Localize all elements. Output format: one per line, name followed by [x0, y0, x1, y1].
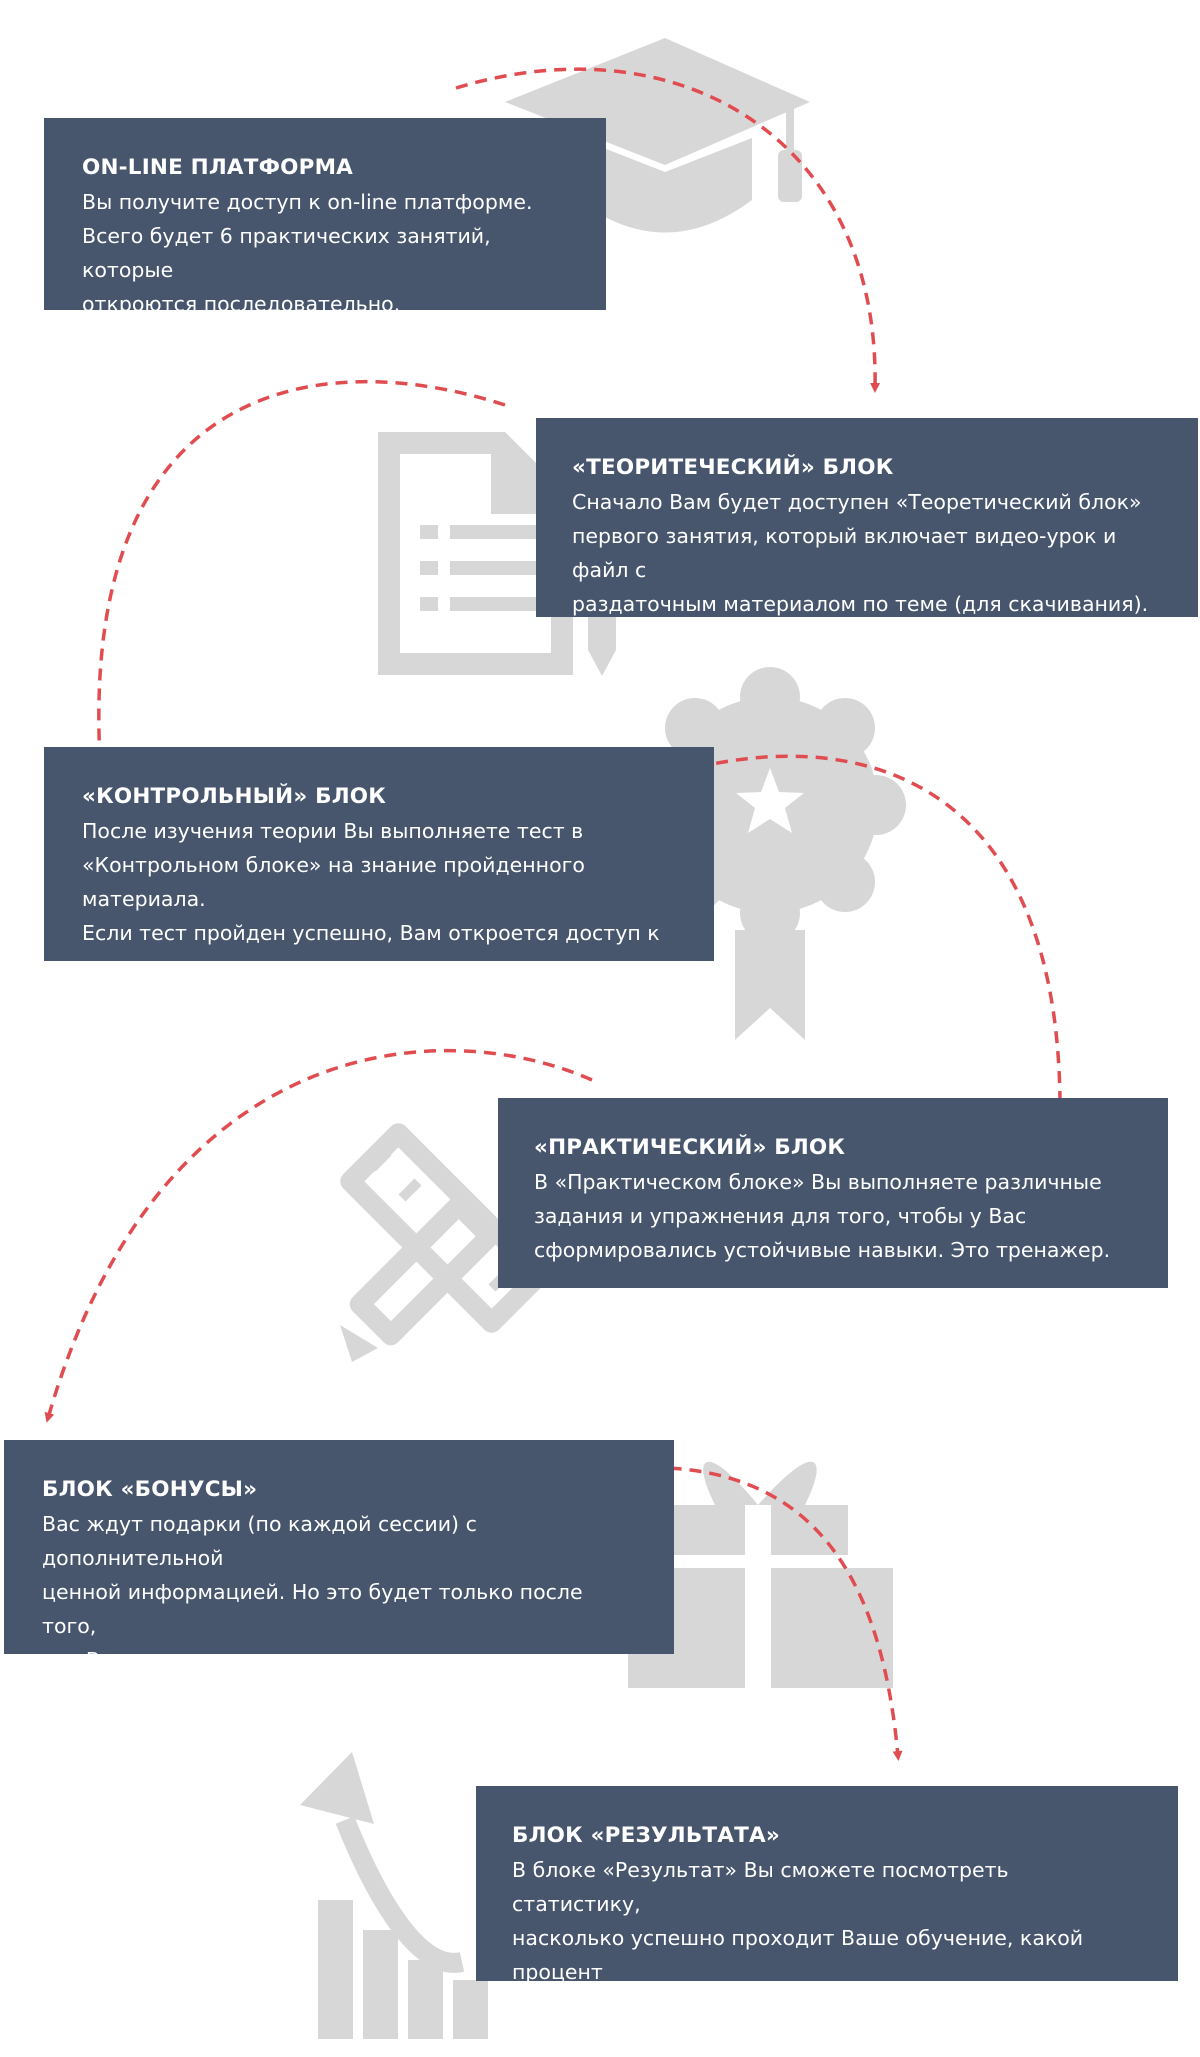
arrow-3	[657, 754, 1066, 1127]
step-title: «КОНТРОЛЬНЫЙ» БЛОК	[82, 784, 387, 809]
growth-chart-icon	[300, 1752, 488, 2039]
step-title: «ПРАКТИЧЕСКИЙ» БЛОК	[534, 1135, 846, 1160]
arrow-2	[94, 379, 506, 765]
step-title: «ТЕОРИТЕЧЕСКИЙ» БЛОК	[572, 455, 894, 480]
step-description: В блоке «Результат» Вы сможете посмотрет…	[512, 1858, 1096, 2052]
step-box-control: «КОНТРОЛЬНЫЙ» БЛОК После изучения теории…	[44, 747, 714, 979]
graduation-cap-icon	[505, 38, 810, 233]
step-description: Вас ждут подарки (по каждой сессии) с до…	[42, 1512, 583, 1740]
step-title: ON-LINE ПЛАТФОРМА	[82, 155, 354, 180]
step-description: В «Практическом блоке» Вы выполняете раз…	[534, 1170, 1111, 1262]
step-box-practice: «ПРАКТИЧЕСКИЙ» БЛОК В «Практическом блок…	[498, 1098, 1168, 1288]
step-box-online-platform: ON-LINE ПЛАТФОРМА Вы получите доступ к o…	[44, 118, 606, 316]
document-pencil-icon	[378, 432, 616, 676]
step-description: Вы получите доступ к on-line платформе. …	[82, 190, 533, 316]
arrow-1	[455, 67, 881, 393]
step-box-results: БЛОК «РЕЗУЛЬТАТА» В блоке «Результат» Вы…	[476, 1786, 1178, 2052]
step-box-theory: «ТЕОРИТЕЧЕСКИЙ» БЛОК Сначало Вам будет д…	[536, 418, 1198, 617]
ruler-pencil-icon	[340, 1123, 550, 1362]
step-description: После изучения теории Вы выполняете тест…	[82, 819, 660, 979]
step-box-bonuses: БЛОК «БОНУСЫ» Вас ждут подарки (по каждо…	[4, 1440, 674, 1740]
step-description: Сначало Вам будет доступен «Теоретически…	[572, 490, 1149, 616]
step-title: БЛОК «БОНУСЫ»	[42, 1477, 258, 1502]
step-title: БЛОК «РЕЗУЛЬТАТА»	[512, 1823, 780, 1848]
